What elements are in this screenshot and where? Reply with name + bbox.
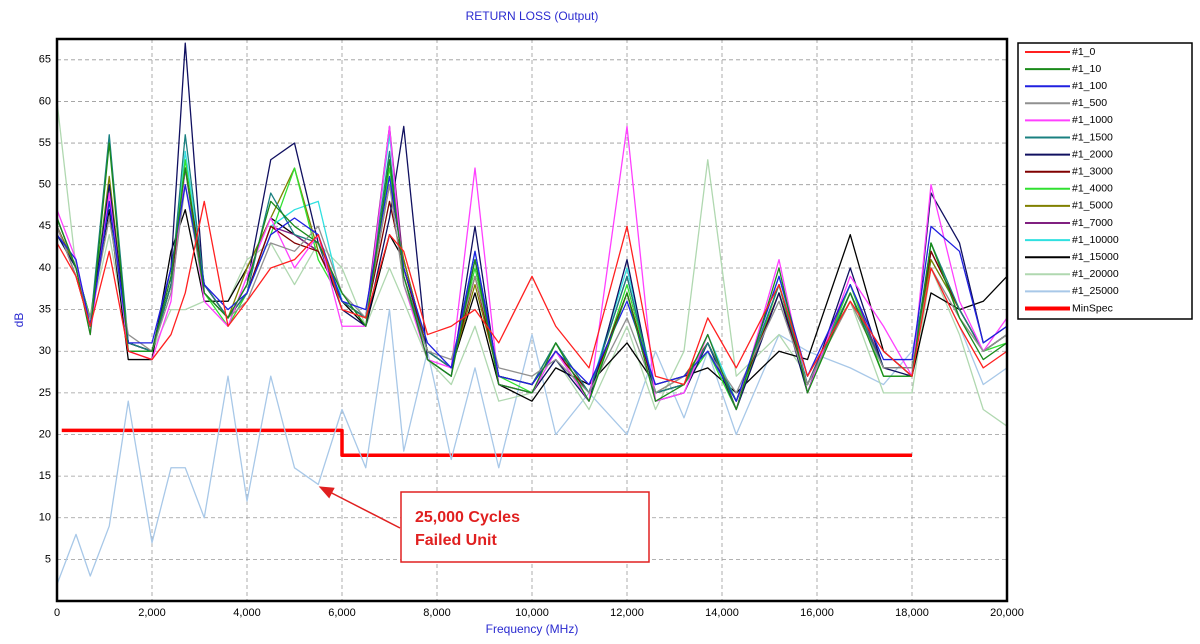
legend-label: #1_1500	[1072, 131, 1113, 143]
legend	[1017, 42, 1193, 320]
series-line	[56, 200, 1008, 386]
x-tick-label: 20,000	[990, 607, 1024, 619]
legend-label: #1_10000	[1072, 234, 1119, 246]
legend-label: #1_4000	[1072, 183, 1113, 195]
annotation-text: 25,000 Cycles	[415, 509, 520, 526]
y-tick-label: 25	[39, 387, 51, 399]
chart-title: RETURN LOSS (Output)	[466, 9, 599, 23]
legend-label: #1_2000	[1072, 148, 1113, 160]
y-tick-label: 55	[39, 137, 51, 149]
y-tick-label: 20	[39, 428, 51, 440]
x-tick-label: 0	[54, 607, 60, 619]
x-tick-label: 4,000	[233, 607, 261, 619]
legend-label: #1_20000	[1072, 268, 1119, 280]
lines	[56, 42, 1008, 585]
y-tick-label: 10	[39, 512, 51, 524]
y-tick-label: 40	[39, 262, 51, 274]
legend-label: #1_5000	[1072, 200, 1113, 212]
legend-label: #1_15000	[1072, 251, 1119, 263]
annotation-box	[400, 491, 650, 563]
y-tick-label: 15	[39, 470, 51, 482]
y-tick-label: 45	[39, 220, 51, 232]
x-tick-label: 18,000	[895, 607, 929, 619]
legend-label: #1_25000	[1072, 285, 1119, 297]
x-axis-label: Frequency (MHz)	[486, 622, 579, 636]
legend-label: MinSpec	[1072, 302, 1113, 314]
y-axis-label: dB	[12, 313, 26, 328]
annotation-text: Failed Unit	[415, 532, 497, 549]
x-tick-label: 6,000	[328, 607, 356, 619]
ticks: 5 10 15 20 25 30 35 40 45 50 55 60 65 0 2,000 4,000 6,00…	[39, 54, 1024, 619]
annotation-arrow	[318, 486, 401, 529]
legend-label: #1_7000	[1072, 217, 1113, 229]
legend-label: #1_100	[1072, 80, 1107, 92]
legend-label: #1_1000	[1072, 114, 1113, 126]
y-tick-label: 5	[45, 553, 51, 565]
x-tick-label: 14,000	[705, 607, 739, 619]
y-tick-label: 30	[39, 345, 51, 357]
legend-entries: #1_0 #1_10 #1_100 #1_500 #1_1000 #1_1500 #1_20…	[1025, 46, 1119, 314]
plot-frame	[55, 37, 1009, 603]
x-tick-label: 10,000	[515, 607, 549, 619]
legend-label: #1_10	[1072, 63, 1101, 75]
legend-label: #1_500	[1072, 97, 1107, 109]
y-tick-label: 35	[39, 303, 51, 315]
series-line	[56, 184, 1008, 394]
x-tick-label: 12,000	[610, 607, 644, 619]
series-line	[61, 428, 912, 458]
x-tick-label: 2,000	[138, 607, 166, 619]
y-tick-label: 60	[39, 95, 51, 107]
y-tick-label: 50	[39, 179, 51, 191]
series-line	[56, 267, 1008, 585]
legend-label: #1_3000	[1072, 165, 1113, 177]
legend-label: #1_0	[1072, 46, 1096, 58]
x-tick-label: 16,000	[800, 607, 834, 619]
x-tick-label: 8,000	[423, 607, 451, 619]
y-tick-label: 65	[39, 54, 51, 66]
